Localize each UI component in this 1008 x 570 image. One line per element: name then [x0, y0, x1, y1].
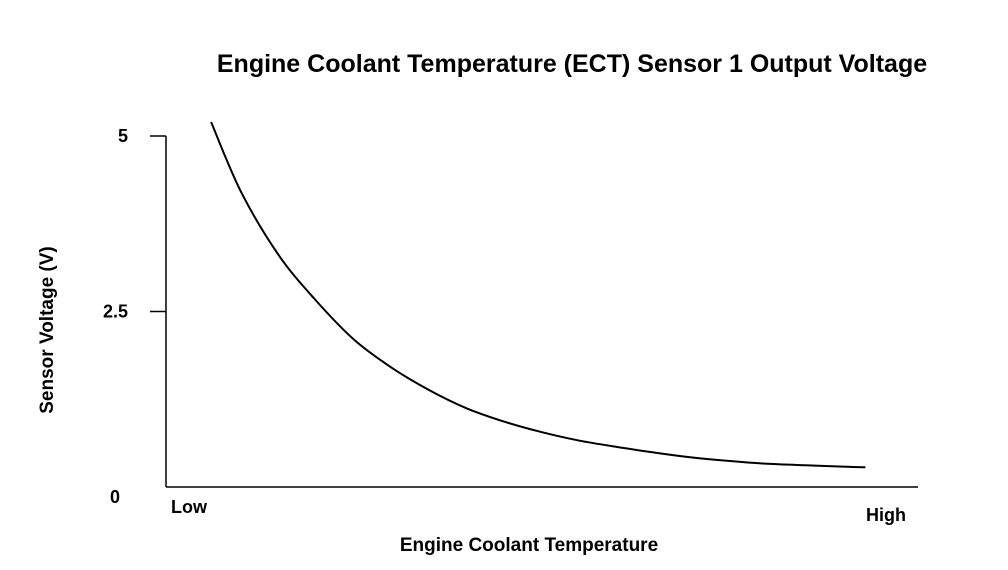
chart-title: Engine Coolant Temperature (ECT) Sensor …: [217, 50, 927, 78]
x-tick-label-high: High: [866, 505, 906, 525]
y-tick-label: 2.5: [103, 302, 128, 322]
y-tick-label: 0: [110, 487, 120, 507]
y-axis-title: Sensor Voltage (V): [37, 246, 58, 414]
x-tick-label-low: Low: [171, 497, 208, 517]
series-line-sensor-voltage: [210, 121, 866, 469]
y-ticks: 02.55: [103, 126, 166, 507]
x-axis-title: Engine Coolant Temperature: [400, 535, 658, 556]
y-tick-label: 5: [118, 126, 128, 146]
